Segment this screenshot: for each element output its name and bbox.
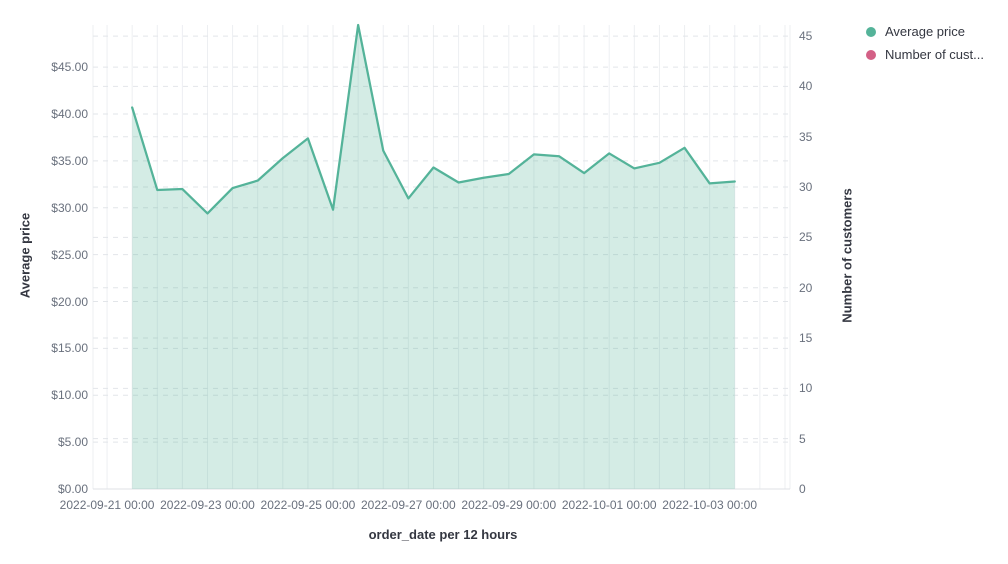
chart-legend: Average price Number of cust... [866,24,984,70]
left-axis-tick-label: $15.00 [51,341,88,356]
x-axis-tick-label: 2022-09-23 00:00 [160,498,255,512]
right-axis-tick-label: 0 [799,482,806,496]
right-axis-tick-label: 5 [799,431,806,446]
right-axis-tick-label: 30 [799,180,813,195]
left-axis-tick-label: $10.00 [51,388,88,403]
x-axis-tick-label: 2022-10-01 00:00 [561,498,657,512]
left-axis-tick-label: $40.00 [51,107,88,122]
x-axis-tick-label: 2022-09-21 00:00 [59,498,155,512]
x-axis-tick-label: 2022-09-29 00:00 [461,498,557,512]
x-axis-tick-label: 2022-10-03 00:00 [662,498,758,512]
right-axis-tick-label: 25 [799,230,813,245]
legend-label: Average price [885,24,965,39]
left-axis-tick-label: $5.00 [57,435,88,450]
left-axis-tick-label: $30.00 [51,200,88,215]
right-axis-tick-label: 35 [799,129,813,144]
left-axis-tick-label: $20.00 [51,294,88,309]
average-price-series-dot-icon [866,26,876,37]
legend-label: Number of cust... [885,47,984,62]
right-axis-tick-label: 40 [799,79,813,94]
x-axis-tick-label: 2022-09-27 00:00 [360,498,456,512]
left-axis-tick-label: $0.00 [57,482,88,496]
number-of-customers-series-dot-icon [866,49,876,60]
legend-item-average-price[interactable]: Average price [866,24,984,39]
left-axis-tick-label: $25.00 [51,247,88,262]
x-axis-tick-label: 2022-09-25 00:00 [260,498,356,512]
right-axis-tick-label: 10 [799,381,813,396]
right-axis-tick-label: 15 [799,331,813,346]
left-axis-tick-label: $45.00 [51,60,88,75]
right-axis-title: Number of customers [839,188,855,323]
average-price-line [131,23,736,215]
right-axis-tick-label: 20 [799,280,813,295]
right-axis-tick-label: 45 [799,29,813,44]
left-axis-tick-label: $35.00 [51,153,88,168]
x-axis-title: order_date per 12 hours [368,527,518,542]
average-price-area-fill [132,25,735,489]
left-axis-title: Average price [17,212,33,299]
legend-item-number-of-customers[interactable]: Number of cust... [866,47,984,62]
